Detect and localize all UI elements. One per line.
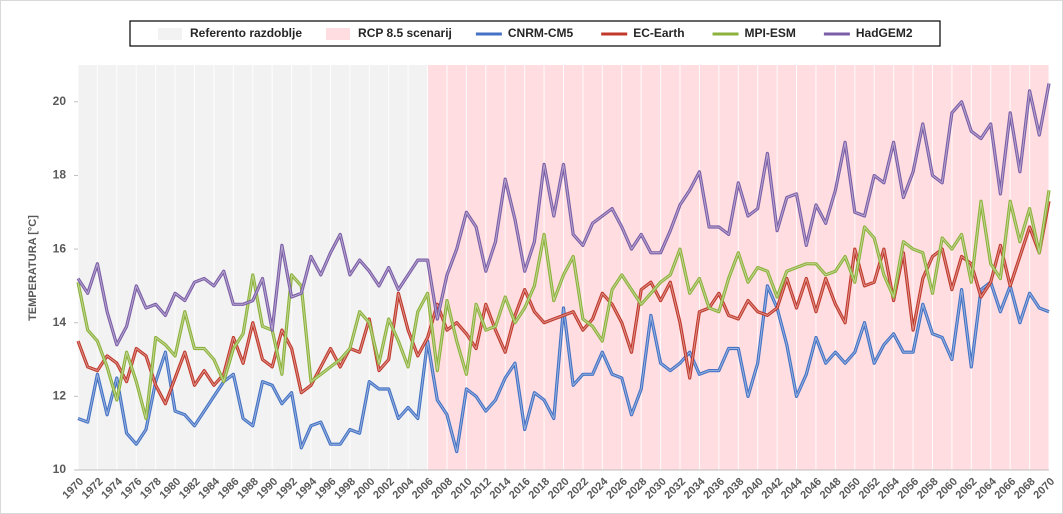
legend: Referento razdoblje RCP 8.5 scenarij CNRM-… [158,26,913,40]
line [76,200,1051,406]
legend-swatch [158,28,182,40]
line-highlight [77,201,1050,405]
line-highlight [77,83,1050,346]
legend-box [129,20,941,47]
legend-label: MPI-ESM [745,26,796,40]
legend-label: RCP 8.5 scenarij [358,26,452,40]
legend-label: HadGEM2 [856,26,913,40]
legend-label: Referento razdoblje [190,26,302,40]
y-tick-label: 18 [53,168,67,182]
plot-area [76,65,1051,470]
line [76,189,1051,421]
line-highlight [77,190,1050,419]
legend-swatch [326,28,351,40]
y-axis-label: TEMPERATURA [°C] [27,215,39,321]
y-tick-label: 10 [53,462,67,476]
y-tick-label: 14 [53,315,67,329]
line [76,83,1051,347]
y-tick-label: 16 [53,241,67,255]
y-tick-label: 20 [53,94,67,108]
line [77,280,1050,454]
y-tick-label: 12 [53,389,67,403]
legend-label: EC-Earth [633,26,684,40]
legend-label: CNRM-CM5 [508,26,574,40]
line-highlight [77,281,1050,453]
